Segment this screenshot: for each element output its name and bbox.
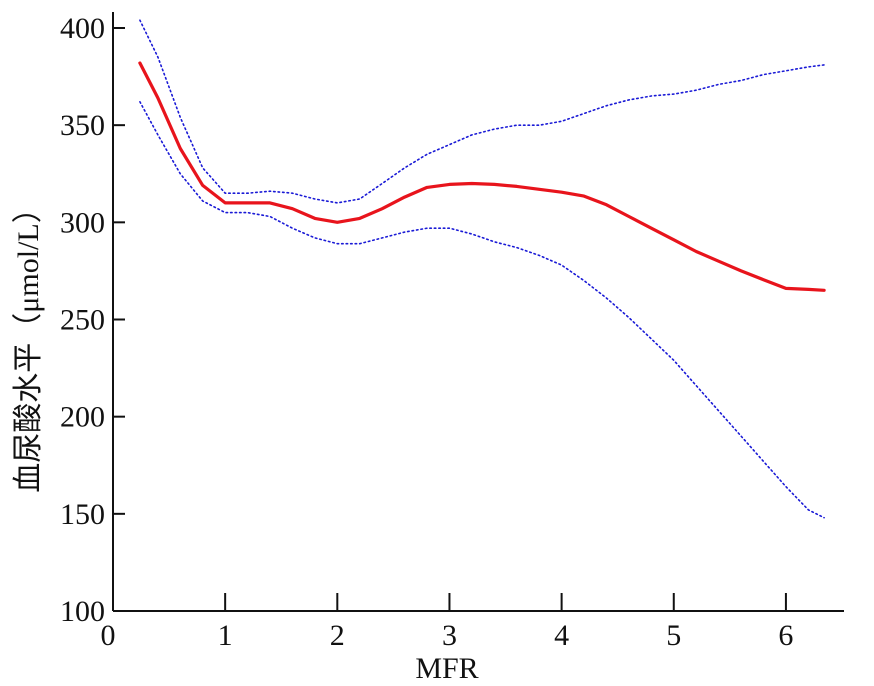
x-axis-title: MFR [415,652,478,685]
y-tick-label: 300 [60,206,105,239]
y-ticks: 100 150 200 250 300 350 400 [60,12,125,628]
y-tick-label: 400 [60,12,105,45]
y-axis-title: 血尿酸水平（μmol/L） [12,193,45,492]
axes [112,12,844,612]
x-tick-label: 0 [101,619,116,652]
x-tick-label: 4 [554,619,569,652]
series-layer [138,19,826,519]
series-line-upper-ci [139,19,825,204]
x-tick-label: 1 [218,619,233,652]
x-tick-label: 2 [330,619,345,652]
x-tick-label: 3 [442,619,457,652]
series-line-lower-ci [139,101,825,519]
x-ticks: 0 1 2 3 4 5 6 [101,593,793,652]
x-tick-label: 6 [778,619,793,652]
x-tick-label: 5 [666,619,681,652]
y-tick-label: 350 [60,109,105,142]
y-tick-label: 200 [60,401,105,434]
y-tick-label: 100 [60,595,105,628]
y-tick-label: 150 [60,498,105,531]
series-line-fit [138,61,826,292]
y-tick-label: 250 [60,304,105,337]
